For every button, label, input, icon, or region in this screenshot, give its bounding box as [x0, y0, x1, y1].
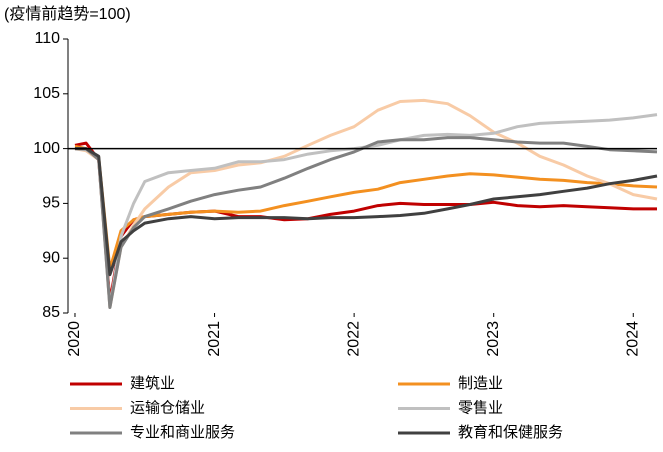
legend-label: 零售业 — [458, 399, 503, 416]
legend-label: 建筑业 — [130, 375, 175, 392]
y-tick-label: 100 — [33, 140, 60, 157]
y-tick-label: 90 — [42, 249, 60, 266]
x-tick-label: 2020 — [66, 321, 83, 357]
x-tick-label: 2023 — [485, 321, 502, 357]
legend-label: 教育和保健服务 — [458, 424, 563, 441]
x-tick-label: 2021 — [206, 321, 223, 357]
legend-label: 运输仓储业 — [130, 399, 205, 416]
y-tick-label: 110 — [34, 30, 60, 47]
series-line — [74, 98, 658, 309]
series-line — [75, 136, 658, 309]
legend-label: 制造业 — [458, 375, 503, 392]
legend-label: 专业和商业服务 — [130, 424, 235, 441]
y-tick-label: 95 — [42, 195, 60, 212]
x-tick-label: 2024 — [624, 321, 641, 357]
series-line — [74, 144, 658, 271]
y-axis-label: (疫情前趋势=100) — [4, 5, 131, 23]
x-tick-label: 2022 — [345, 321, 362, 357]
series-line — [74, 113, 658, 309]
y-tick-label: 105 — [33, 85, 60, 102]
series-line — [75, 147, 658, 277]
y-tick-label: 85 — [42, 304, 60, 321]
